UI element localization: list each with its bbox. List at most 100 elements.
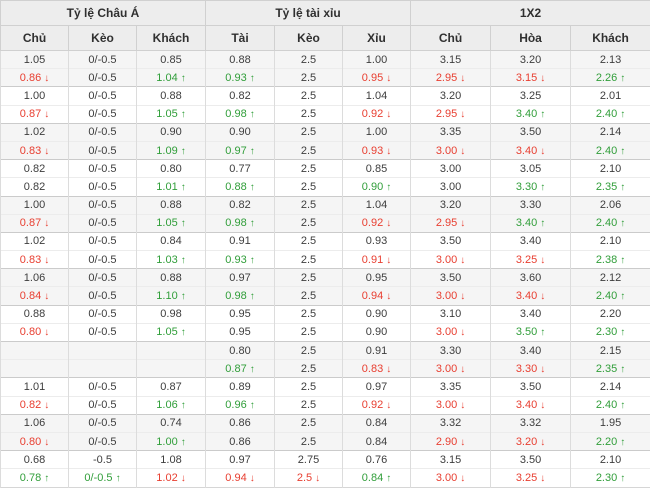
up-arrow-icon: ↑: [620, 327, 626, 339]
odds-cell: 0.80 ↓: [0, 431, 69, 451]
col-header-1x2-away: Khách: [570, 25, 650, 51]
col-header-1x2-draw: Hòa: [490, 25, 572, 51]
odds-cell: 3.15 ↓: [490, 68, 572, 87]
odds-value: 3.40: [515, 217, 538, 230]
odds-cell: 2.40 ↑: [570, 140, 650, 160]
odds-value: 1.95: [599, 417, 622, 430]
odds-cell: 0.90: [136, 122, 206, 142]
col-header-ou-under: Xỉu: [341, 25, 412, 51]
odds-value: 2.5: [300, 89, 317, 102]
odds-value: 2.10: [599, 162, 622, 175]
odds-cell: 0.90: [341, 322, 412, 342]
odds-value: 2.5: [300, 235, 317, 248]
odds-row: 1.00 0/-0.5 0.88 0.82 2.5 1.04 3.20 3.30 2.06: [0, 195, 650, 215]
odds-cell: 1.02: [0, 122, 69, 142]
odds-value: 0.91: [361, 253, 384, 266]
odds-cell: 2.26 ↑: [570, 68, 650, 87]
down-arrow-icon: ↓: [460, 218, 466, 230]
odds-value: 0/-0.5: [88, 162, 117, 175]
odds-row: 0.86 ↓ 0/-0.5 1.04 ↑ 0.93 ↑ 2.5 0.95 ↓ 2.95 ↓ 3.15 ↓ 2…: [0, 68, 650, 87]
odds-value: 0/-0.5: [88, 235, 117, 248]
odds-cell: 1.00 ↑: [136, 431, 206, 451]
odds-cell: [0, 359, 69, 378]
odds-value: 2.10: [599, 453, 622, 466]
odds-cell: [136, 359, 206, 378]
odds-cell: 1.04 ↑: [136, 68, 206, 87]
odds-value: 1.05: [156, 108, 178, 121]
odds-value: 3.50: [519, 126, 542, 139]
odds-value: 3.40: [515, 108, 538, 121]
odds-cell: 0/-0.5 ↑: [68, 468, 137, 487]
odds-value: 3.00: [435, 399, 458, 412]
odds-value: 0.68: [23, 453, 46, 466]
odds-cell: 0/-0.5: [68, 68, 137, 87]
up-arrow-icon: ↑: [620, 254, 626, 266]
group-header-1x2: 1X2: [410, 0, 650, 26]
odds-cell: 3.35: [410, 377, 492, 397]
odds-value: 0.88: [23, 308, 46, 321]
odds-row: 1.00 0/-0.5 0.88 0.82 2.5 1.04 3.20 3.25 2.01: [0, 86, 650, 106]
odds-cell: 0.82 ↓: [0, 395, 69, 415]
odds-cell: 1.04: [341, 195, 412, 215]
odds-cell: 2.5: [274, 49, 343, 69]
up-arrow-icon: ↑: [620, 109, 626, 121]
odds-cell: 3.15: [410, 450, 492, 469]
odds-value: -0.5: [93, 453, 112, 466]
down-arrow-icon: ↓: [386, 363, 392, 375]
odds-cell: 3.50: [410, 231, 492, 251]
up-arrow-icon: ↑: [540, 327, 546, 339]
odds-cell: 2.5: [274, 159, 343, 178]
odds-cell: 3.20: [490, 49, 572, 69]
odds-cell: 2.5: [274, 304, 343, 324]
down-arrow-icon: ↓: [386, 254, 392, 266]
odds-value: 0/-0.5: [88, 380, 117, 393]
odds-value: 3.15: [439, 453, 462, 466]
up-arrow-icon: ↑: [180, 218, 186, 230]
odds-value: 2.75: [297, 453, 320, 466]
odds-value: 0.86: [19, 71, 42, 84]
up-arrow-icon: ↑: [620, 363, 626, 375]
odds-cell: 2.5: [274, 122, 343, 142]
odds-value: 3.15: [439, 53, 462, 66]
up-arrow-icon: ↑: [620, 436, 626, 448]
odds-cell: 0.82: [0, 177, 69, 196]
odds-cell: [0, 340, 69, 360]
odds-value: 3.00: [435, 290, 458, 303]
down-arrow-icon: ↓: [460, 400, 466, 412]
odds-value: 0.86: [229, 435, 251, 448]
odds-cell: 3.00 ↓: [410, 250, 492, 269]
odds-cell: 0/-0.5: [68, 268, 137, 287]
odds-cell: 0/-0.5: [68, 140, 137, 160]
odds-cell: 3.00: [410, 159, 492, 178]
odds-cell: 2.95 ↓: [410, 213, 492, 233]
odds-cell: 2.5: [274, 231, 343, 251]
up-arrow-icon: ↑: [115, 472, 121, 484]
odds-cell: 0.84 ↓: [0, 286, 69, 306]
odds-row: 0.80 ↓ 0/-0.5 1.00 ↑ 0.86 2.5 0.84 2.90 ↓ 3.20 ↓ 2.2…: [0, 431, 650, 451]
odds-cell: 0.98 ↑: [205, 286, 275, 306]
odds-cell: 0.95: [341, 268, 412, 287]
odds-value: 0.93: [225, 253, 247, 266]
odds-cell: 3.50: [490, 122, 572, 142]
odds-value: 2.5: [300, 308, 317, 321]
odds-cell: 1.08: [136, 450, 206, 469]
up-arrow-icon: ↑: [620, 291, 626, 303]
down-arrow-icon: ↓: [44, 145, 50, 157]
odds-cell: 0.80: [205, 340, 275, 360]
odds-value: 3.35: [439, 126, 462, 139]
odds-cell: 2.35 ↑: [570, 177, 650, 196]
odds-cell: 0.97 ↑: [205, 140, 275, 160]
odds-value: 2.01: [599, 89, 622, 102]
odds-cell: 2.5: [274, 377, 343, 397]
odds-cell: 0.95: [205, 304, 275, 324]
odds-cell: 3.25: [490, 86, 572, 106]
odds-row: 0.87 ↑ 2.5 0.83 ↓ 3.00 ↓ 3.30 ↓ 2.35 ↑: [0, 359, 650, 378]
odds-cell: 2.40 ↑: [570, 395, 650, 415]
odds-cell: 0/-0.5: [68, 231, 137, 251]
odds-value: 3.50: [519, 380, 542, 393]
up-arrow-icon: ↑: [249, 72, 255, 84]
odds-cell: 0/-0.5: [68, 322, 137, 342]
odds-cell: 0.92 ↓: [341, 395, 412, 415]
odds-value: 1.02: [23, 126, 46, 139]
odds-cell: 0/-0.5: [68, 431, 137, 451]
